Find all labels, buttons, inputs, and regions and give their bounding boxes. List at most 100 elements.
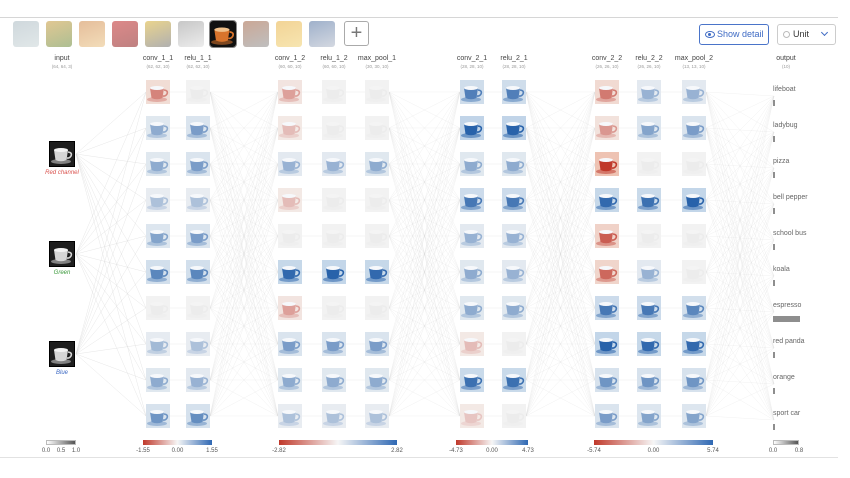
thumbnail-koala[interactable] (177, 21, 204, 47)
activation-node-conv-1-1-9[interactable] (146, 404, 170, 428)
activation-node-relu-1-2-5[interactable] (322, 260, 346, 284)
output-probability-bar[interactable] (773, 388, 775, 394)
activation-node-conv-1-1-4[interactable] (146, 224, 170, 248)
activation-node-relu-2-1-2[interactable] (502, 152, 526, 176)
activation-node-relu-2-1-6[interactable] (502, 296, 526, 320)
thumbnail-orange[interactable] (276, 21, 303, 47)
input-channel-node-0[interactable] (49, 141, 75, 167)
activation-node-conv-2-1-3[interactable] (460, 188, 484, 212)
activation-node-relu-2-2-9[interactable] (637, 404, 661, 428)
activation-node-conv-1-1-2[interactable] (146, 152, 170, 176)
activation-node-conv-1-2-2[interactable] (278, 152, 302, 176)
activation-node-max-pool-1-9[interactable] (365, 404, 389, 428)
activation-node-relu-2-1-1[interactable] (502, 116, 526, 140)
activation-node-conv-2-1-8[interactable] (460, 368, 484, 392)
output-probability-bar[interactable] (773, 316, 801, 322)
activation-node-relu-2-1-3[interactable] (502, 188, 526, 212)
activation-node-conv-2-2-0[interactable] (595, 80, 619, 104)
activation-node-conv-2-1-2[interactable] (460, 152, 484, 176)
activation-node-conv-1-2-1[interactable] (278, 116, 302, 140)
add-image-button[interactable]: + (344, 21, 369, 46)
activation-node-relu-1-1-3[interactable] (186, 188, 210, 212)
activation-node-conv-1-2-9[interactable] (278, 404, 302, 428)
activation-node-relu-1-2-7[interactable] (322, 332, 346, 356)
unit-dropdown[interactable]: Unit (777, 24, 836, 45)
activation-node-max-pool-1-0[interactable] (365, 80, 389, 104)
activation-node-relu-1-1-8[interactable] (186, 368, 210, 392)
activation-node-conv-2-1-5[interactable] (460, 260, 484, 284)
thumbnail-school-bus[interactable] (144, 21, 171, 47)
activation-node-max-pool-2-1[interactable] (682, 116, 706, 140)
activation-node-max-pool-2-3[interactable] (682, 188, 706, 212)
input-channel-node-2[interactable] (49, 341, 75, 367)
input-channel-node-1[interactable] (49, 241, 75, 267)
activation-node-conv-1-1-0[interactable] (146, 80, 170, 104)
activation-node-max-pool-1-4[interactable] (365, 224, 389, 248)
activation-node-conv-2-2-1[interactable] (595, 116, 619, 140)
activation-node-conv-1-2-5[interactable] (278, 260, 302, 284)
activation-node-conv-2-2-7[interactable] (595, 332, 619, 356)
activation-node-relu-1-2-3[interactable] (322, 188, 346, 212)
thumbnail-ladybug[interactable] (45, 21, 72, 47)
activation-node-max-pool-2-4[interactable] (682, 224, 706, 248)
activation-node-max-pool-2-7[interactable] (682, 332, 706, 356)
activation-node-max-pool-1-7[interactable] (365, 332, 389, 356)
activation-node-relu-1-2-9[interactable] (322, 404, 346, 428)
activation-node-max-pool-1-6[interactable] (365, 296, 389, 320)
output-probability-bar[interactable] (773, 100, 775, 106)
activation-node-relu-2-2-3[interactable] (637, 188, 661, 212)
activation-node-conv-1-1-8[interactable] (146, 368, 170, 392)
activation-node-relu-2-1-0[interactable] (502, 80, 526, 104)
activation-node-max-pool-2-8[interactable] (682, 368, 706, 392)
activation-node-relu-1-1-2[interactable] (186, 152, 210, 176)
activation-node-relu-1-1-6[interactable] (186, 296, 210, 320)
activation-node-conv-2-2-5[interactable] (595, 260, 619, 284)
thumbnail-pizza[interactable] (78, 21, 105, 47)
activation-node-relu-2-2-2[interactable] (637, 152, 661, 176)
activation-node-max-pool-2-5[interactable] (682, 260, 706, 284)
activation-node-max-pool-1-5[interactable] (365, 260, 389, 284)
activation-node-conv-2-1-6[interactable] (460, 296, 484, 320)
activation-node-relu-1-2-1[interactable] (322, 116, 346, 140)
thumbnail-red-panda[interactable] (243, 21, 270, 47)
activation-node-relu-1-2-0[interactable] (322, 80, 346, 104)
activation-node-relu-1-2-8[interactable] (322, 368, 346, 392)
activation-node-relu-2-2-7[interactable] (637, 332, 661, 356)
output-probability-bar[interactable] (773, 172, 775, 178)
activation-node-conv-1-2-8[interactable] (278, 368, 302, 392)
activation-node-conv-1-2-7[interactable] (278, 332, 302, 356)
activation-node-conv-1-1-7[interactable] (146, 332, 170, 356)
activation-node-relu-1-2-4[interactable] (322, 224, 346, 248)
activation-node-conv-1-1-1[interactable] (146, 116, 170, 140)
activation-node-max-pool-2-9[interactable] (682, 404, 706, 428)
activation-node-relu-2-1-9[interactable] (502, 404, 526, 428)
activation-node-relu-2-2-6[interactable] (637, 296, 661, 320)
activation-node-relu-1-2-2[interactable] (322, 152, 346, 176)
activation-node-relu-1-1-7[interactable] (186, 332, 210, 356)
output-probability-bar[interactable] (773, 352, 775, 358)
activation-node-relu-1-1-1[interactable] (186, 116, 210, 140)
activation-node-conv-2-2-3[interactable] (595, 188, 619, 212)
activation-node-relu-2-1-7[interactable] (502, 332, 526, 356)
activation-node-conv-2-2-8[interactable] (595, 368, 619, 392)
activation-node-conv-1-2-3[interactable] (278, 188, 302, 212)
activation-node-relu-1-1-5[interactable] (186, 260, 210, 284)
activation-node-max-pool-2-6[interactable] (682, 296, 706, 320)
activation-node-conv-2-2-4[interactable] (595, 224, 619, 248)
activation-node-max-pool-1-3[interactable] (365, 188, 389, 212)
activation-node-relu-2-2-8[interactable] (637, 368, 661, 392)
activation-node-relu-1-1-0[interactable] (186, 80, 210, 104)
activation-node-conv-2-1-1[interactable] (460, 116, 484, 140)
activation-node-conv-1-2-4[interactable] (278, 224, 302, 248)
activation-node-relu-1-2-6[interactable] (322, 296, 346, 320)
activation-node-conv-2-1-4[interactable] (460, 224, 484, 248)
output-probability-bar[interactable] (773, 136, 775, 142)
activation-node-relu-2-1-4[interactable] (502, 224, 526, 248)
activation-node-relu-2-2-5[interactable] (637, 260, 661, 284)
activation-node-conv-2-1-9[interactable] (460, 404, 484, 428)
activation-node-max-pool-1-2[interactable] (365, 152, 389, 176)
thumbnail-sport-car[interactable] (309, 21, 336, 47)
activation-node-relu-1-1-4[interactable] (186, 224, 210, 248)
activation-node-conv-1-2-6[interactable] (278, 296, 302, 320)
activation-node-max-pool-2-0[interactable] (682, 80, 706, 104)
